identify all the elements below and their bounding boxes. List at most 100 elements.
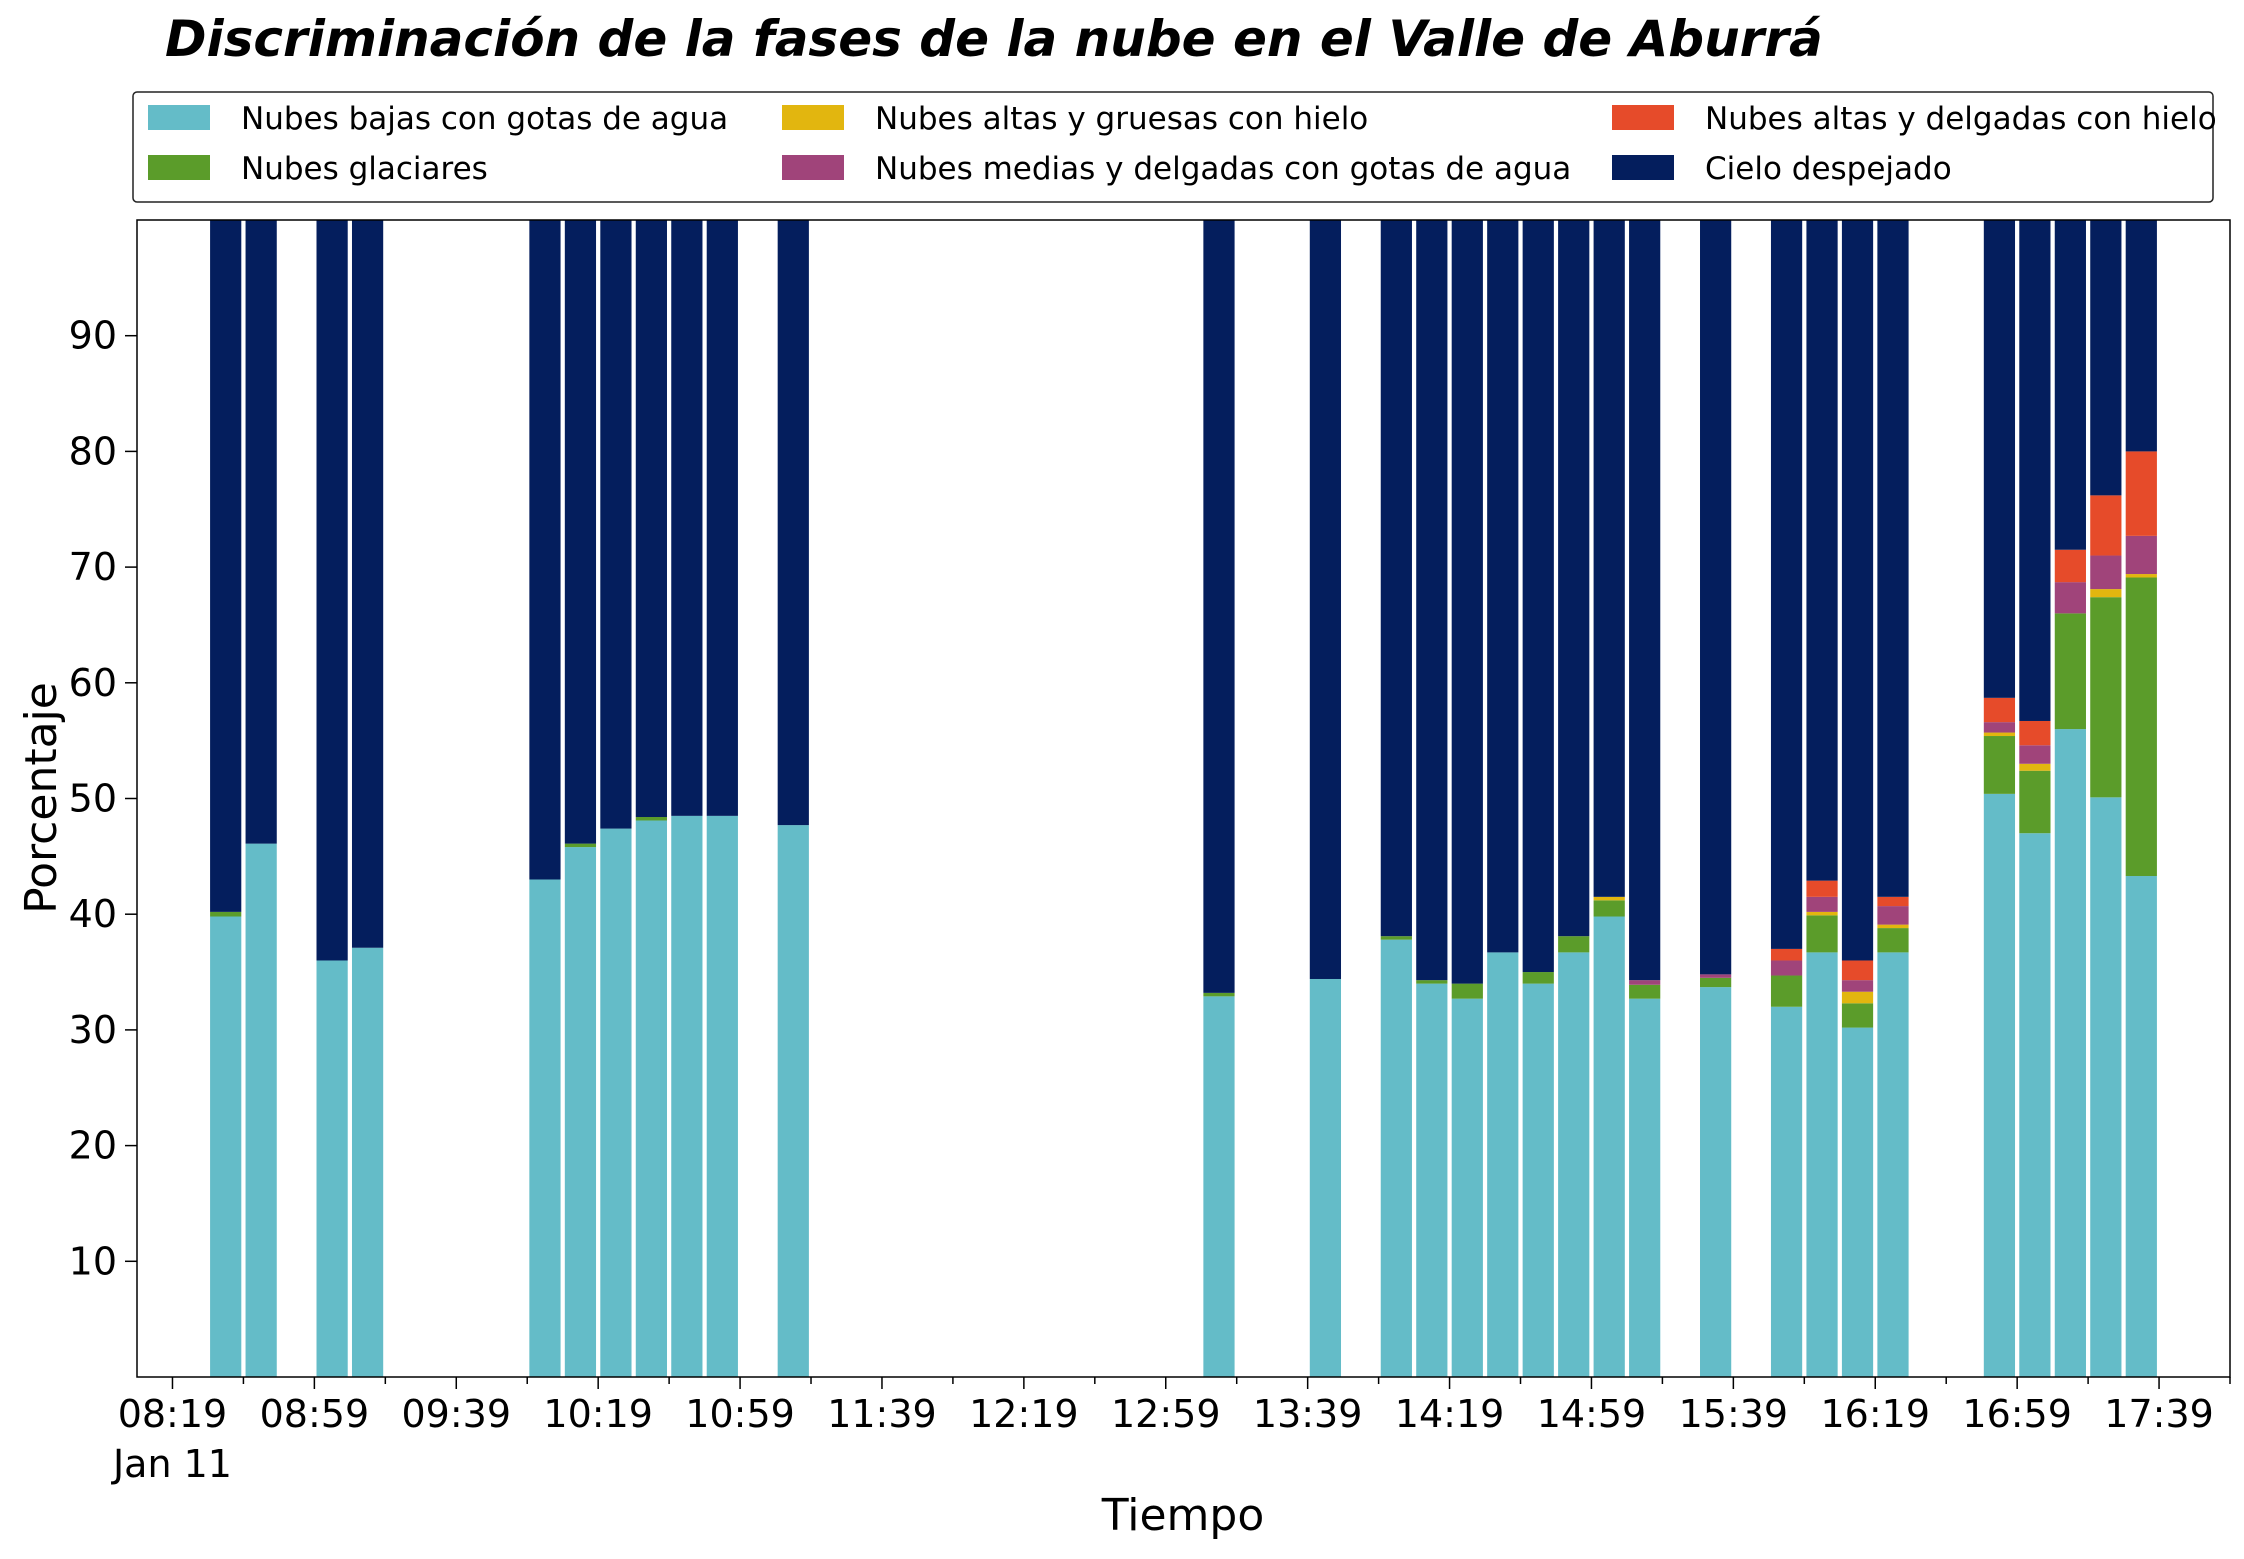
bar-segment-1514-s1 [1629,984,1661,999]
legend-label: Nubes bajas con gotas de agua [241,101,728,137]
legend-swatch [1612,155,1674,180]
bar-segment-1424-s5 [1451,220,1483,984]
y-tick-label: 60 [69,661,117,705]
legend-label: Nubes altas y gruesas con hielo [875,101,1368,137]
x-tick-label: 16:59 [1962,1392,2072,1436]
bar-segment-1114-s0 [777,825,809,1377]
chart-title: Discriminación de la fases de la nube en… [165,10,1823,68]
bar-segment-1044-s5 [671,220,703,816]
x-tick-label: 12:59 [1111,1392,1221,1436]
plot-frame [136,219,2231,1378]
bar-segment-1704-s1 [2019,770,2051,834]
bar-segment-0834-s0 [210,916,242,1377]
bar-segment-1534-s5 [1700,220,1732,975]
bar-segment-1344-s0 [1309,978,1342,1377]
bar-segment-1724-s5 [2090,220,2122,496]
bar-segment-1724-s1 [2090,597,2122,798]
bar-segment-1654-s0 [1983,793,2016,1377]
bar-segment-1624-s0 [1877,952,1909,1377]
bar-segment-0904-s5 [316,220,348,961]
bar-segment-1404-s0 [1380,939,1412,1377]
bar-segment-0904-s0 [316,960,348,1377]
bar-segment-1734-s5 [2125,220,2157,452]
bar-segment-1504-s5 [1593,220,1625,897]
bar-segment-0844-s0 [245,843,277,1377]
bar-segment-1554-s1 [1770,975,1803,1007]
bar-segment-1724-s3 [2090,555,2122,590]
x-tick-label: 10:59 [685,1392,795,1436]
bar-segment-1314-s1 [1203,992,1235,997]
bar-segment-1424-s1 [1451,983,1483,999]
bar-segment-1514-s0 [1629,998,1661,1377]
bar-segment-1734-s1 [2125,577,2157,877]
x-tick-label: 17:39 [2104,1392,2214,1436]
legend-label: Nubes glaciares [241,151,488,187]
bar-segment-1614-s1 [1841,1003,1874,1028]
bar-segment-1654-s1 [1983,736,2016,794]
legend-label: Cielo despejado [1705,151,1952,187]
bar-segment-1604-s2 [1806,911,1838,916]
bar-segment-1044-s0 [671,815,703,1377]
bar-segment-1404-s5 [1380,220,1412,937]
bar-segment-1404-s1 [1380,936,1412,940]
legend-swatch [782,155,844,180]
bar-segment-1554-s3 [1770,960,1803,976]
bar-segment-1724-s2 [2090,589,2122,598]
bar-segment-1704-s2 [2019,763,2051,771]
bar-segment-0834-s1 [210,911,242,917]
bar-segment-1624-s2 [1877,924,1909,929]
bar-segment-1424-s0 [1451,998,1483,1377]
x-tick-label: 08:59 [260,1392,370,1436]
bar-segment-1714-s4 [2054,549,2086,583]
y-tick-label: 70 [69,545,117,589]
bar-segment-1654-s5 [1983,220,2016,698]
x-tick-label: 11:39 [827,1392,937,1436]
bar-segment-1604-s1 [1806,915,1838,953]
bar-segment-1734-s3 [2125,535,2157,575]
x-tick-label: 09:39 [402,1392,512,1436]
y-tick-label: 90 [69,314,117,358]
bar-segment-1344-s5 [1309,220,1342,979]
x-tick-label: 14:59 [1537,1392,1647,1436]
bar-segment-1004-s0 [529,879,561,1377]
bar-segment-1714-s3 [2054,582,2086,614]
bar-segment-1604-s5 [1806,220,1838,881]
x-axis: 08:19 08:59 09:39 10:19 10:59 11:39 12:19 12:59… [111,1377,2231,1486]
bar-segment-1624-s3 [1877,906,1909,925]
bar-segment-1414-s1 [1416,980,1448,984]
bar-segment-1434-s5 [1487,220,1519,953]
x-tick-label: 10:19 [543,1392,653,1436]
legend-label: Nubes medias y delgadas con gotas de agu… [875,151,1571,187]
y-tick-label: 20 [69,1124,117,1168]
bar-segment-1724-s0 [2090,797,2122,1377]
y-tick-label: 80 [69,429,117,473]
bar-segment-1004-s5 [529,220,561,880]
y-axis: 10 20 30 40 50 60 70 80 90 [69,314,137,1283]
y-tick-label: 50 [69,777,117,821]
bar-segment-0844-s5 [245,220,277,844]
bar-segment-1554-s5 [1770,220,1803,949]
bar-segment-1454-s5 [1558,220,1590,937]
bar-segment-1714-s0 [2054,729,2086,1377]
bar-segment-1654-s2 [1983,732,2016,737]
bar-segment-1454-s1 [1558,936,1590,953]
bar-segment-1514-s5 [1629,220,1661,981]
bar-segment-1444-s0 [1522,983,1554,1377]
x-tick-label: 13:39 [1253,1392,1363,1436]
bar-segment-1054-s5 [706,220,738,816]
bar-segment-1614-s3 [1841,980,1874,992]
x-tick-label: 16:19 [1820,1392,1930,1436]
bar-segment-1114-s5 [777,220,809,826]
bar-segment-1314-s5 [1203,220,1235,993]
y-tick-label: 10 [69,1239,117,1283]
bar-segment-1434-s0 [1487,952,1519,1377]
y-axis-label: Porcentaje [16,682,67,914]
legend-swatch [782,105,844,130]
bar-segment-1614-s2 [1841,991,1874,1004]
bar-segment-1414-s5 [1416,220,1448,981]
bar-segment-1624-s1 [1877,928,1909,953]
bar-segment-1624-s5 [1877,220,1909,897]
bar-segment-1314-s0 [1203,996,1235,1377]
bar-segment-1654-s4 [1983,697,2016,723]
